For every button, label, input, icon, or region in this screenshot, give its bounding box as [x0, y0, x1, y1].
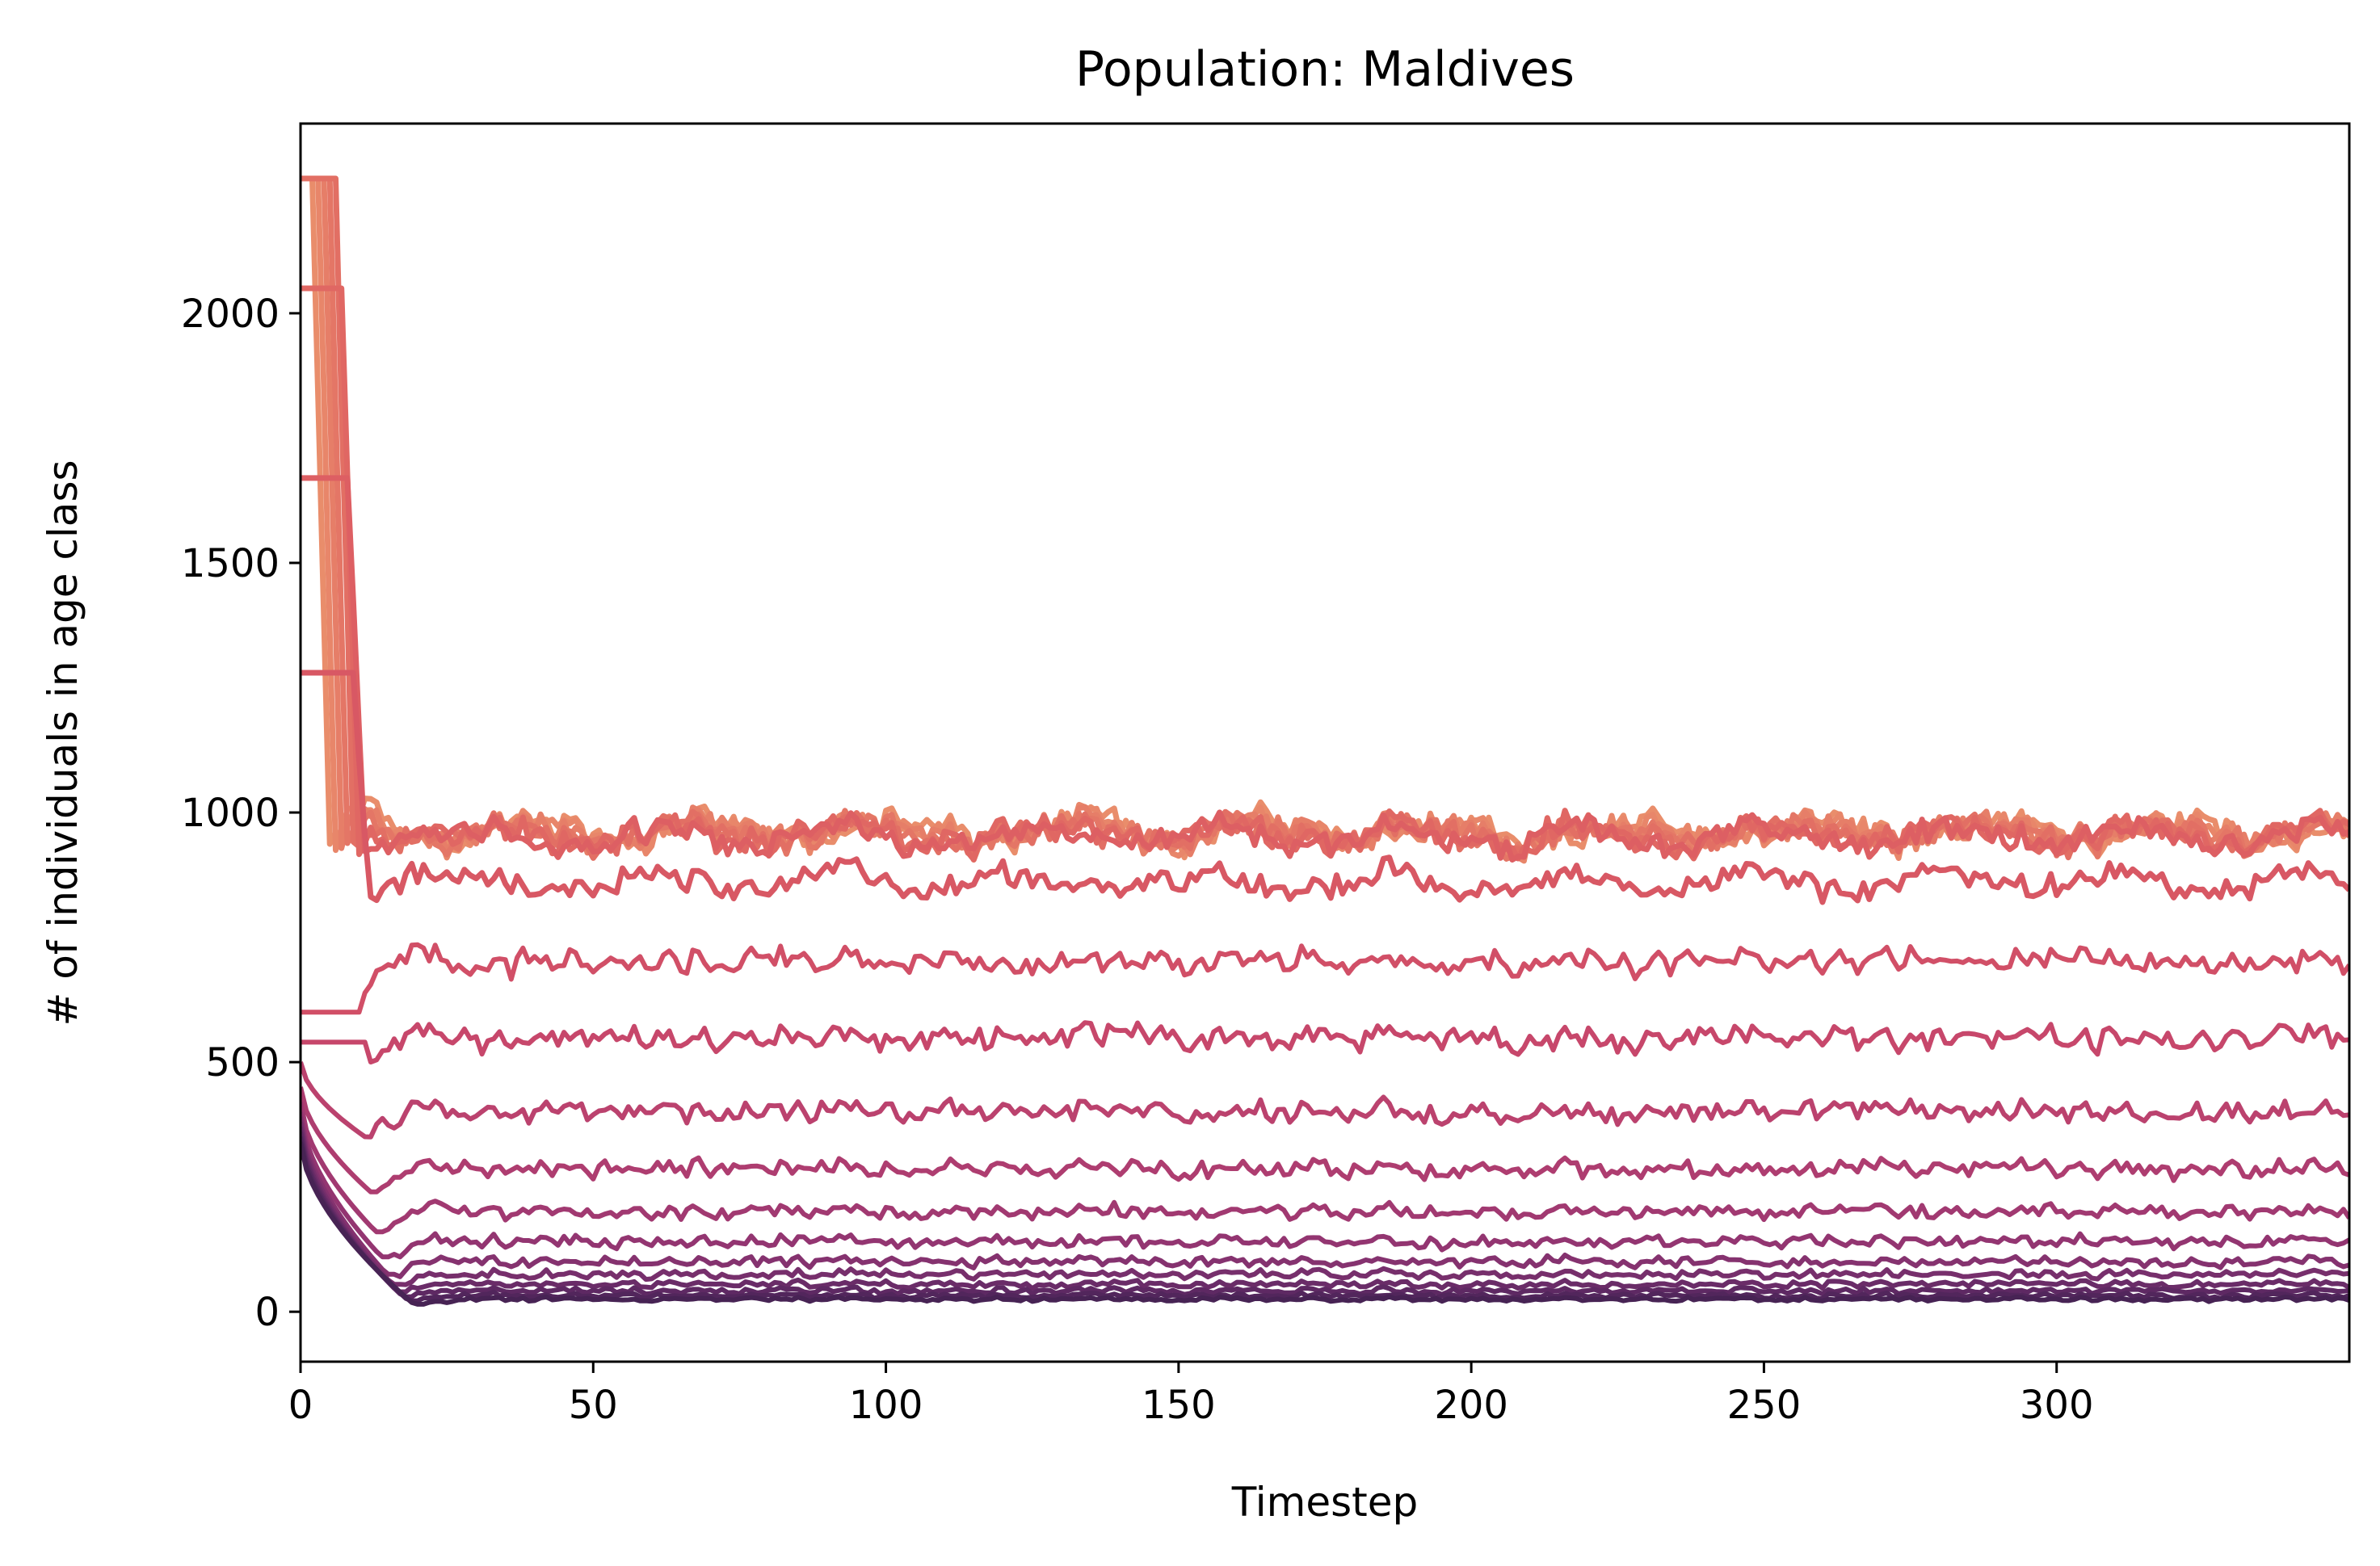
series-line-20	[301, 1141, 2349, 1307]
series-line-18	[301, 1131, 2349, 1299]
y-tick-label: 500	[205, 1040, 280, 1085]
series-line-11	[301, 1061, 2349, 1140]
x-tick-label: 50	[569, 1383, 618, 1428]
series-line-2	[301, 175, 2349, 864]
x-tick-label: 250	[1727, 1383, 1802, 1428]
y-tick-label: 0	[254, 1290, 280, 1335]
series-line-16	[301, 1121, 2349, 1287]
series-line-4	[301, 175, 2349, 862]
series-line-5	[301, 175, 2349, 861]
x-tick-label: 200	[1434, 1383, 1508, 1428]
x-axis-label: Timestep	[1231, 1479, 1419, 1526]
x-tick-label: 150	[1142, 1383, 1216, 1428]
series-line-7	[301, 475, 2349, 863]
series-line-14	[301, 1111, 2349, 1260]
plot-frame	[299, 122, 2351, 1363]
chart-title: Population: Maldives	[1075, 41, 1575, 98]
x-tick-label: 0	[288, 1383, 313, 1428]
x-tick-label: 300	[2020, 1383, 2094, 1428]
series-line-6	[301, 285, 2349, 863]
series-line-10	[301, 1020, 2349, 1064]
series-layer	[301, 175, 2349, 1307]
axes-layer: 0 50 100 150 200 250 300 0 500 1000 1500 2000	[181, 122, 2351, 1428]
series-line-8	[301, 670, 2349, 905]
series-line-19	[301, 1136, 2349, 1304]
y-tick-label: 1000	[181, 791, 280, 836]
series-line-1	[301, 175, 2349, 861]
series-line-15	[301, 1116, 2349, 1279]
y-tick-label: 1500	[181, 541, 280, 586]
y-tick-label: 2000	[181, 292, 280, 337]
series-line-9	[301, 942, 2349, 1015]
y-axis-label: # of individuals in age class	[40, 460, 86, 1026]
series-line-17	[301, 1126, 2349, 1295]
x-tick-label: 100	[849, 1383, 923, 1428]
series-line-3	[301, 175, 2349, 863]
series-line-13	[301, 1101, 2349, 1235]
series-line-12	[301, 1086, 2349, 1194]
